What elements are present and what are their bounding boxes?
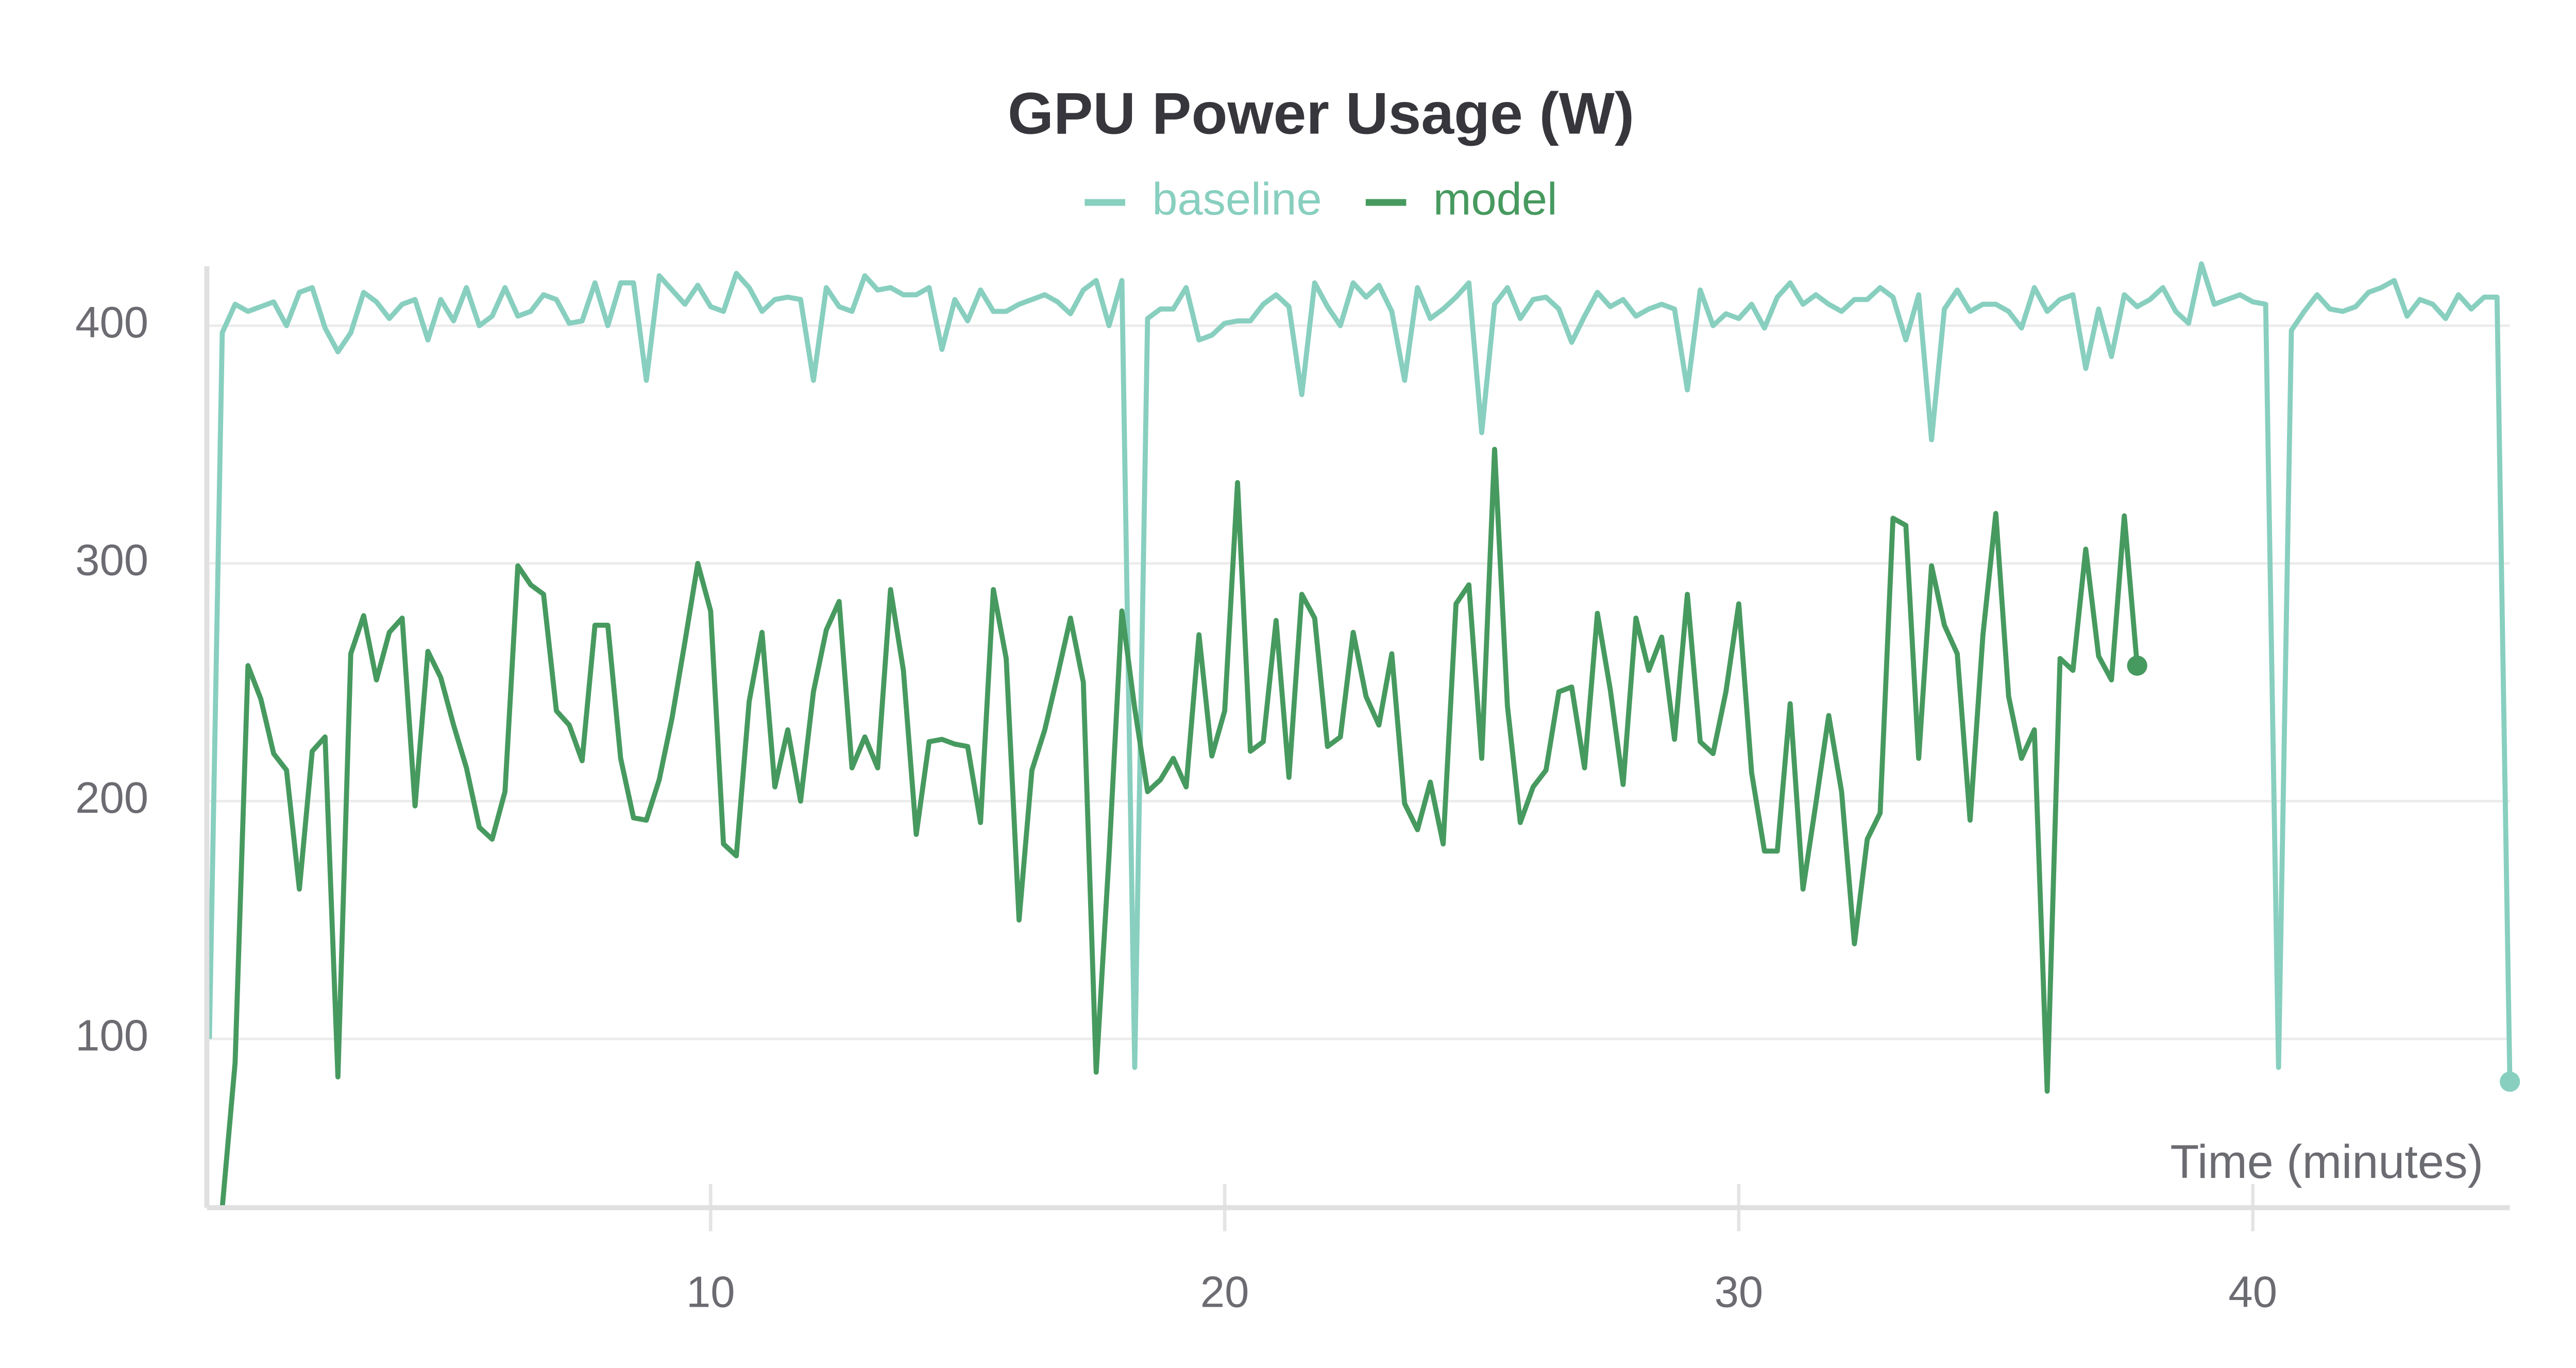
series-line	[207, 261, 2513, 1082]
axes: 100 200 300 400 10 20 30 40 Time (minutes)	[75, 266, 2510, 1317]
grid	[207, 324, 2510, 1040]
series-line	[219, 447, 2140, 1208]
y-tick-label: 300	[75, 536, 148, 585]
legend: baseline model	[1084, 173, 1557, 224]
x-tick-label: 40	[2228, 1268, 2277, 1317]
legend-item: model	[1365, 173, 1557, 224]
x-tick-label: 30	[1715, 1268, 1764, 1317]
end-point	[2499, 1071, 2520, 1092]
chart-title: GPU Power Usage (W)	[1008, 81, 1634, 147]
y-tick-label: 100	[75, 1012, 148, 1061]
y-tick-label: 400	[75, 298, 148, 347]
legend-label: baseline	[1152, 173, 1321, 224]
x-axis-label: Time (minutes)	[2170, 1136, 2483, 1188]
legend-label: model	[1433, 173, 1557, 224]
x-tick-label: 20	[1200, 1268, 1249, 1317]
plot-area	[207, 261, 2520, 1208]
legend-item: baseline	[1084, 173, 1322, 224]
x-tick-label: 10	[686, 1268, 735, 1317]
y-tick-label: 200	[75, 774, 148, 823]
end-point	[2127, 655, 2147, 676]
